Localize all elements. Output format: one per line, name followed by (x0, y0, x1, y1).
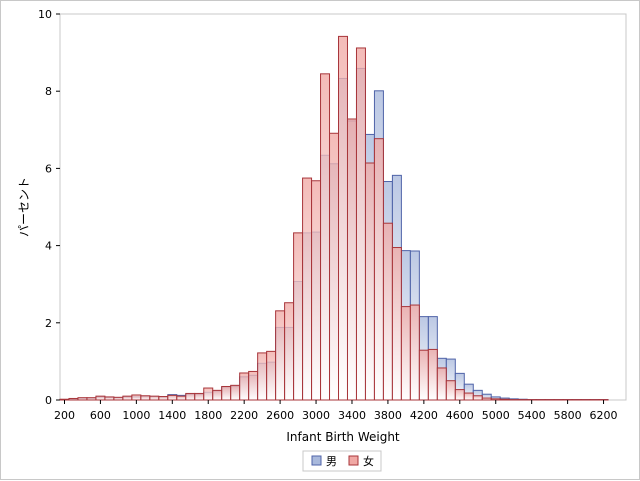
bar-female-3300 (339, 36, 348, 400)
bar-female-2400 (258, 353, 267, 400)
bar-female-5100 (500, 399, 509, 400)
bar-female-4300 (428, 349, 437, 400)
bar-female-5000 (491, 399, 500, 400)
x-tick-label-1400: 1400 (158, 409, 186, 422)
bar-female-1100 (141, 396, 150, 400)
bar-female-3600 (365, 163, 374, 400)
x-tick-label-1800: 1800 (194, 409, 222, 422)
bar-female-2300 (249, 371, 258, 400)
bar-female-1200 (150, 396, 159, 400)
y-axis: 0 2 4 6 8 10 (38, 8, 60, 407)
bar-female-1000 (132, 395, 141, 400)
bar-female-900 (123, 396, 132, 400)
x-tick-label-2200: 2200 (230, 409, 258, 422)
legend-swatch-female (349, 456, 358, 465)
x-tick-label-3400: 3400 (338, 409, 366, 422)
bar-female-2600 (276, 311, 285, 400)
legend-label-male: 男 (326, 455, 337, 468)
bar-female-4700 (464, 393, 473, 400)
bar-female-3200 (330, 133, 339, 400)
y-tick-label-2: 2 (45, 317, 52, 330)
x-tick-label-3800: 3800 (374, 409, 402, 422)
bar-female-4600 (455, 390, 464, 400)
bar-female-4500 (446, 381, 455, 400)
bar-female-4900 (482, 398, 491, 400)
y-tick-label-8: 8 (45, 85, 52, 98)
bar-female-4000 (401, 307, 410, 400)
bar-female-1600 (186, 393, 195, 400)
x-tick-label-2600: 2600 (266, 409, 294, 422)
bar-female-1800 (204, 388, 213, 400)
bar-female-1500 (177, 396, 186, 400)
bar-female-2100 (231, 385, 240, 400)
bar-female-3500 (356, 48, 365, 400)
y-tick-label-10: 10 (38, 8, 52, 21)
bar-female-2200 (240, 373, 249, 400)
bar-female-4100 (410, 305, 419, 400)
bar-female-3100 (321, 74, 330, 400)
x-tick-label-200: 200 (54, 409, 75, 422)
bar-female-400 (78, 398, 87, 400)
bar-female-4800 (473, 396, 482, 400)
bar-female-2800 (294, 233, 303, 400)
legend: 男 女 (303, 451, 381, 471)
x-tick-label-3000: 3000 (302, 409, 330, 422)
bar-female-4400 (437, 368, 446, 400)
x-tick-label-600: 600 (90, 409, 111, 422)
bar-female-2000 (222, 386, 231, 400)
bar-female-500 (87, 398, 96, 400)
bar-female-3700 (374, 139, 383, 400)
bar-female-2900 (303, 178, 312, 400)
bar-female-2500 (267, 351, 276, 400)
x-axis-label: Infant Birth Weight (286, 430, 400, 444)
bar-female-300 (69, 398, 78, 400)
bar-female-1700 (195, 393, 204, 400)
bar-female-200 (60, 399, 69, 400)
series-female-bars (60, 36, 608, 400)
bar-female-600 (96, 396, 105, 400)
x-tick-label-5400: 5400 (518, 409, 546, 422)
y-axis-label: パーセント (17, 177, 31, 237)
bar-female-2700 (285, 303, 294, 400)
x-tick-label-5000: 5000 (482, 409, 510, 422)
legend-swatch-male (312, 456, 321, 465)
x-tick-label-4200: 4200 (410, 409, 438, 422)
y-tick-label-6: 6 (45, 162, 52, 175)
bar-female-4200 (419, 350, 428, 400)
bar-female-3800 (383, 223, 392, 400)
bar-female-3400 (347, 119, 356, 400)
y-tick-label-4: 4 (45, 240, 52, 253)
bar-female-800 (114, 397, 123, 400)
x-axis: 200 600 1000 1400 1800 2200 2600 3000 3400 3800 42… (54, 400, 618, 422)
x-tick-label-1000: 1000 (122, 409, 150, 422)
bar-female-1400 (168, 395, 177, 400)
bar-female-3900 (392, 248, 401, 400)
x-tick-label-5800: 5800 (554, 409, 582, 422)
bar-female-700 (105, 397, 114, 400)
x-tick-label-4600: 4600 (446, 409, 474, 422)
bar-female-3000 (312, 181, 321, 400)
bar-female-1300 (159, 397, 168, 400)
y-tick-label-0: 0 (45, 394, 52, 407)
bar-female-1900 (213, 390, 222, 400)
x-tick-label-6200: 6200 (590, 409, 618, 422)
legend-label-female: 女 (363, 454, 374, 468)
